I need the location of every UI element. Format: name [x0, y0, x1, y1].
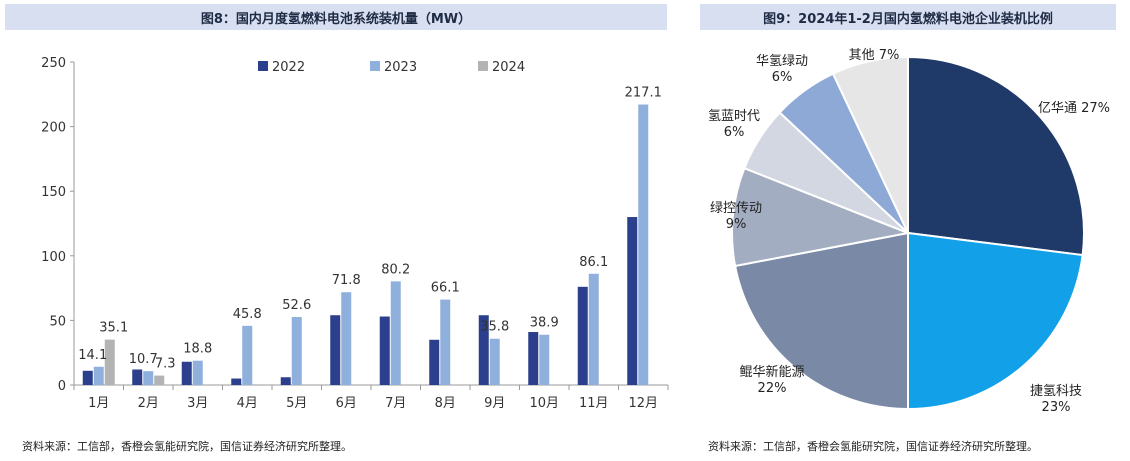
data-label: 86.1	[579, 255, 608, 270]
bar-2023-3	[192, 360, 203, 385]
bar-2023-10	[539, 334, 550, 385]
data-label: 35.8	[480, 320, 509, 335]
legend-swatch-2022	[258, 61, 268, 71]
pie-label-1: 亿华通 27%	[1038, 101, 1110, 116]
pie-label-7: 其他 7%	[849, 48, 900, 63]
bar-2022-6	[330, 315, 341, 385]
bar-2022-3	[181, 361, 192, 385]
pie-label-3: 鲲华新能源 22%	[739, 364, 804, 396]
y-tick-label: 200	[41, 121, 66, 136]
data-label: 217.1	[625, 86, 662, 101]
pie-label-6: 华氢绿动 6%	[756, 54, 808, 85]
y-tick-label: 150	[41, 185, 66, 200]
x-tick-label: 10月	[529, 396, 559, 411]
bar-2022-10	[528, 332, 539, 385]
data-label: 52.6	[282, 298, 311, 313]
bar-2022-5	[280, 377, 291, 385]
x-tick-label: 5月	[286, 396, 307, 411]
data-label: 14.1	[78, 348, 107, 363]
pie-chart: 亿华通 27% 捷氢科技 23% 鲲华新能源 22% 绿控传动 9% 氢蓝时代 6% 华氢绿动 6%…	[708, 48, 1110, 415]
bar-chart: 0 50 100 150 200 250 1月 2月 3月 4月 5月 6月 7月 8月 9月 10月 11月 1…	[41, 56, 669, 411]
y-tick-label: 50	[49, 314, 66, 329]
pie-slice-4	[731, 166, 912, 268]
legend-label-2022: 2022	[272, 60, 305, 75]
y-tick-label: 250	[41, 56, 66, 71]
bar-2023-1	[93, 366, 104, 385]
bar-2023-6	[341, 292, 352, 385]
bar-2022-11	[577, 286, 588, 385]
bar-2023-7	[390, 281, 401, 385]
bar-2022-7	[379, 316, 390, 385]
bar-2022-1	[82, 370, 93, 385]
data-label: 7.3	[155, 357, 176, 372]
data-label: 10.7	[129, 352, 158, 367]
data-label: 35.1	[99, 321, 128, 336]
x-tick-label: 3月	[187, 396, 208, 411]
x-tick-label: 7月	[385, 396, 406, 411]
bar-2022-2	[132, 369, 143, 385]
legend-swatch-2023	[370, 61, 380, 71]
pie-slice-1	[907, 55, 1085, 257]
pie-chart-panel: 图9：2024年1-2月国内氢燃料电池企业装机比例 亿华通 27% 捷氢科技 23%…	[700, 0, 1130, 461]
bar-2023-9	[489, 338, 500, 385]
data-label: 18.8	[183, 342, 212, 357]
legend-swatch-2024	[478, 61, 488, 71]
x-tick-label: 1月	[88, 396, 109, 411]
pie-slice-7	[831, 55, 909, 234]
pie-label-4: 绿控传动 9%	[710, 201, 762, 232]
x-tick-label: 9月	[484, 396, 505, 411]
bar-2023-11	[588, 273, 599, 385]
legend-label-2024: 2024	[492, 60, 525, 75]
pie-chart-source: 资料来源：工信部，香橙会氢能研究院，国信证券经济研究所整理。	[708, 440, 1038, 453]
y-tick-label: 0	[58, 379, 66, 394]
bar-2023-5	[291, 317, 302, 385]
y-tick-label: 100	[41, 250, 66, 265]
bar-2022-9	[478, 315, 489, 385]
bar-2022-8	[429, 339, 440, 385]
x-tick-label: 12月	[628, 396, 658, 411]
x-tick-label: 8月	[435, 396, 456, 411]
pie-chart-title: 图9：2024年1-2月国内氢燃料电池企业装机比例	[700, 4, 1116, 30]
pie-label-5: 氢蓝时代 6%	[708, 109, 760, 140]
pie-label-2: 捷氢科技 23%	[1030, 384, 1082, 415]
pie-slice-3	[733, 231, 909, 411]
legend-label-2023: 2023	[384, 60, 417, 75]
bar-2022-4	[231, 378, 242, 385]
x-tick-label: 6月	[336, 396, 357, 411]
pie-slice-2	[907, 231, 1084, 411]
data-label: 66.1	[431, 281, 460, 296]
x-tick-label: 4月	[237, 396, 258, 411]
x-tick-label: 2月	[138, 396, 159, 411]
bar-chart-title: 图8：国内月度氢燃料电池系统装机量（MW）	[5, 4, 667, 30]
x-tick-label: 11月	[579, 396, 609, 411]
bar-chart-panel: 图8：国内月度氢燃料电池系统装机量（MW） 0 50 100 150 200 250 1月 2…	[5, 4, 669, 453]
data-label: 38.9	[530, 316, 559, 331]
bar-2024-1	[104, 339, 115, 385]
data-label: 71.8	[332, 273, 361, 288]
bar-2023-8	[440, 299, 451, 385]
bar-2023-4	[242, 325, 253, 385]
bar-2024-2	[154, 375, 165, 385]
data-label: 45.8	[233, 307, 262, 322]
data-label: 80.2	[381, 262, 410, 277]
bar-2022-12	[627, 217, 638, 385]
bar-2023-12	[638, 104, 649, 385]
bar-2023-2	[143, 371, 154, 385]
bar-chart-source: 资料来源：工信部，香橙会氢能研究院，国信证券经济研究所整理。	[22, 440, 352, 453]
